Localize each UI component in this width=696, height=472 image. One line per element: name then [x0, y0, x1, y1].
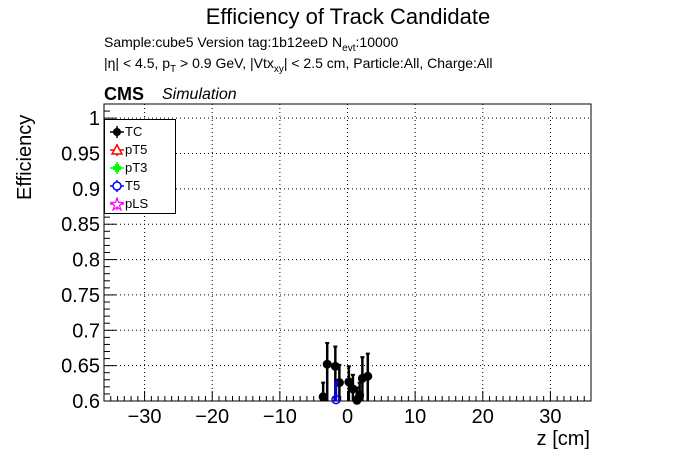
- sample-info: Sample:cube5 Version tag:1b12eeD Nevt:10…: [104, 34, 398, 54]
- cut-vtx: > 0.9 GeV, |Vtx: [176, 55, 274, 71]
- x-tick-label: 20: [472, 406, 494, 428]
- legend-item-pt3: pT3: [109, 159, 147, 175]
- x-tick-label: 10: [404, 406, 426, 428]
- y-tick-label: 0.75: [61, 285, 100, 307]
- nevt-value: :10000: [355, 34, 399, 50]
- legend-item-pt5: pT5: [109, 141, 147, 157]
- legend-item-tc: TC: [109, 123, 142, 139]
- TC-point: [318, 392, 328, 402]
- y-tick-label: 0.8: [72, 250, 100, 272]
- TC-point: [330, 361, 340, 371]
- TC-point: [322, 359, 332, 369]
- legend-label: TC: [125, 124, 143, 140]
- legend: TC pT5 pT3 T5 pLS: [104, 119, 176, 214]
- TC-point: [348, 384, 358, 394]
- y-tick-label: 0.65: [61, 356, 100, 378]
- legend-marker-pls: [109, 196, 125, 211]
- TC-point: [363, 371, 373, 381]
- pt-subscript: T: [170, 63, 177, 75]
- cms-label: CMS: [104, 84, 144, 104]
- x-tick-label: −20: [195, 406, 229, 428]
- y-tick-label: 0.7: [72, 320, 100, 342]
- legend-item-pls: pLS: [109, 195, 148, 211]
- plot-title: Efficiency of Track Candidate: [205, 4, 491, 29]
- nevt-subscript: evt: [342, 42, 356, 54]
- legend-marker-tc: [110, 125, 124, 138]
- y-tick-label: 0.95: [61, 144, 100, 166]
- cut-eta-pt: |η| < 4.5, p: [104, 55, 171, 71]
- legend-marker-t5: [110, 179, 124, 192]
- y-tick-label: 0.9: [72, 179, 100, 201]
- legend-marker-pt3: [110, 161, 124, 174]
- legend-label: pT5: [125, 142, 148, 158]
- T5-point: [331, 394, 341, 405]
- vtx-subscript: xy: [273, 63, 284, 75]
- legend-item-t5: T5: [109, 177, 140, 193]
- x-tick-label: −30: [128, 406, 162, 428]
- sample-info-text: Sample:cube5 Version tag:1b12eeD N: [104, 34, 343, 50]
- x-axis-label: z [cm]: [536, 428, 590, 450]
- cut-particle-charge: | < 2.5 cm, Particle:All, Charge:All: [283, 55, 493, 71]
- y-tick-label: 0.85: [61, 214, 100, 236]
- legend-marker-pt5: [110, 143, 124, 156]
- x-tick-label: −10: [263, 406, 297, 428]
- y-tick-label: 1: [89, 108, 100, 130]
- legend-label: T5: [125, 178, 141, 194]
- legend-label: pT3: [125, 160, 148, 176]
- x-tick-label: 30: [539, 406, 561, 428]
- simulation-label: Simulation: [162, 86, 237, 103]
- legend-label: pLS: [125, 196, 149, 212]
- x-tick-label: 0: [342, 406, 353, 428]
- selection-cuts: |η| < 4.5, pT > 0.9 GeV, |Vtxxy| < 2.5 c…: [104, 55, 493, 75]
- y-tick-label: 0.6: [72, 391, 100, 413]
